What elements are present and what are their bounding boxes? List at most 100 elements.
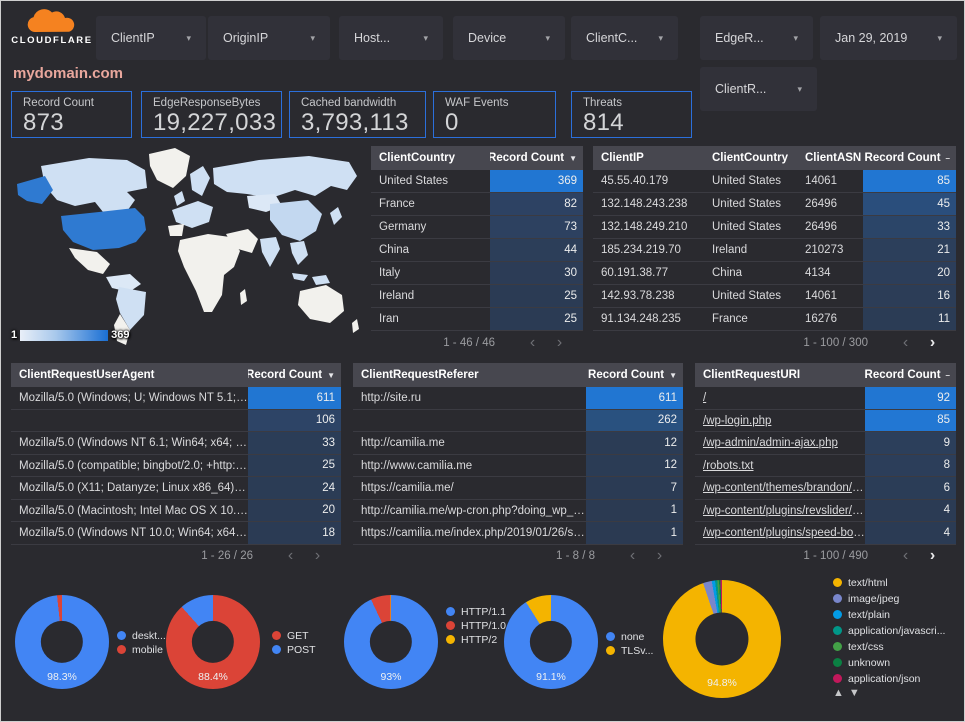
filter-clientrequest[interactable]: ClientR... ▾ bbox=[700, 67, 817, 111]
chevron-down-icon: ▾ bbox=[797, 83, 802, 94]
table-row: Italy 30 bbox=[371, 262, 583, 285]
page-next-icon[interactable]: › bbox=[929, 333, 936, 351]
filter-clientcountry[interactable]: ClientC... ▾ bbox=[571, 16, 678, 60]
table-row: https://camilia.me/index.php/2019/01/26/… bbox=[353, 522, 683, 545]
donut-hole bbox=[191, 620, 235, 664]
scorecard-value: 814 bbox=[583, 109, 624, 136]
table-cell: /robots.txt bbox=[695, 455, 865, 477]
pagination-range: 1 - 46 / 46 bbox=[443, 336, 495, 349]
pagination-range: 1 - 26 / 26 bbox=[201, 550, 253, 562]
table-cell: United States bbox=[379, 175, 449, 187]
page-prev-icon[interactable]: ‹ bbox=[287, 547, 294, 564]
page-prev-icon[interactable]: ‹ bbox=[529, 333, 536, 351]
record-count-bar-cell: 44 bbox=[490, 239, 583, 261]
record-count-bar-cell: 25 bbox=[490, 285, 583, 307]
client-country-table: ClientCountry Record Count ▼ United States 3… bbox=[371, 146, 583, 354]
sort-indicator-icon: – bbox=[945, 153, 950, 163]
column-header[interactable]: ClientRequestUserAgent bbox=[19, 369, 155, 381]
table-cell: Germany bbox=[379, 221, 427, 233]
filter-clientip[interactable]: ClientIP ▾ bbox=[96, 16, 206, 60]
legend-item: application/json bbox=[833, 673, 959, 685]
table-cell-link[interactable]: /wp-content/plugins/revslider/rs-p... bbox=[703, 504, 865, 517]
legend-label: text/css bbox=[848, 641, 884, 653]
table-cell-link[interactable]: /wp-content/plugins/speed-booste... bbox=[703, 527, 865, 539]
record-count-bar-cell: 16 bbox=[863, 285, 956, 307]
column-header[interactable]: ClientIP bbox=[601, 152, 644, 164]
filter-edgeresponse[interactable]: EdgeR... ▾ bbox=[700, 16, 813, 60]
table-cell: http://www.camilia.me bbox=[361, 459, 473, 472]
legend-dot-icon bbox=[833, 594, 842, 603]
chevron-down-icon: ▾ bbox=[793, 32, 798, 43]
table-cell: / bbox=[695, 387, 865, 409]
column-header[interactable]: ClientRequestURI bbox=[703, 369, 801, 381]
table-cell: 14061 bbox=[805, 290, 837, 302]
column-header-sort[interactable]: Record Count ▼ bbox=[248, 369, 341, 381]
column-header[interactable]: ClientASN bbox=[805, 152, 862, 164]
page-prev-icon[interactable]: ‹ bbox=[629, 547, 636, 564]
table-pagination: 1 - 8 / 8 ‹ › bbox=[353, 545, 683, 568]
table-cell: Mozilla/5.0 (Windows; U; Windows NT 5.1;… bbox=[19, 392, 248, 404]
page-prev-icon[interactable]: ‹ bbox=[902, 333, 909, 351]
donut-percent-label: 93% bbox=[380, 671, 402, 683]
column-header-sort[interactable]: Record Count ▼ bbox=[586, 369, 683, 381]
record-count-bar-cell: 92 bbox=[865, 387, 956, 409]
device-type-donut-legend: deskt... mobile bbox=[117, 630, 166, 658]
page-next-icon[interactable]: › bbox=[556, 333, 563, 351]
column-header[interactable]: ClientCountry bbox=[379, 152, 456, 164]
table-pagination: 1 - 46 / 46 ‹ › bbox=[371, 331, 583, 354]
table-row: Mozilla/5.0 (Windows NT 6.1; Win64; x64;… bbox=[11, 432, 341, 455]
legend-label: application/javascri... bbox=[848, 625, 946, 637]
table-row: http://camilia.me/wp-cron.php?doing_wp_c… bbox=[353, 499, 683, 522]
filter-originip[interactable]: OriginIP ▾ bbox=[208, 16, 330, 60]
filter-host[interactable]: Host... ▾ bbox=[339, 16, 443, 60]
table-cell-link[interactable]: /wp-content/themes/brandon/plu... bbox=[703, 482, 865, 494]
table-cell: 45.55.40.179 bbox=[601, 175, 669, 187]
legend-scroll-down-icon[interactable]: ▼ bbox=[848, 687, 860, 699]
record-count-bar-cell: 4 bbox=[865, 499, 956, 521]
legend-dot-icon bbox=[606, 646, 615, 655]
content-type-donut-legend: text/html image/jpeg text/plain application… bbox=[833, 577, 959, 689]
cloudflare-brand-text: CLOUDFLARE bbox=[11, 35, 93, 46]
pagination-range: 1 - 100 / 490 bbox=[803, 550, 868, 562]
page-next-icon[interactable]: › bbox=[656, 547, 663, 564]
table-header: ClientCountry Record Count ▼ bbox=[371, 146, 583, 170]
column-header-sort[interactable]: Record Count ▼ bbox=[490, 152, 583, 164]
table-row: Germany 73 bbox=[371, 216, 583, 239]
filter-device[interactable]: Device ▾ bbox=[453, 16, 565, 60]
table-pagination: 1 - 100 / 300 ‹ › bbox=[593, 331, 956, 354]
table-row: France 82 bbox=[371, 193, 583, 216]
legend-scroll-up-icon[interactable]: ▲ bbox=[833, 687, 844, 699]
client-request-uri-table: ClientRequestURI Record Count – / 92/wp-logi… bbox=[695, 363, 956, 568]
table-row: Mozilla/5.0 (Macintosh; Intel Mac OS X 1… bbox=[11, 499, 341, 522]
table-cell: http://camilia.me bbox=[361, 437, 445, 449]
record-count-bar-cell: 45 bbox=[863, 193, 956, 215]
page-prev-icon[interactable]: ‹ bbox=[902, 547, 909, 564]
page-next-icon[interactable]: › bbox=[929, 547, 936, 564]
page-title: mydomain.com bbox=[13, 65, 124, 82]
legend-item: image/jpeg bbox=[833, 593, 959, 605]
legend-label: HTTP/1.1 bbox=[461, 606, 506, 618]
table-cell-link[interactable]: /wp-login.php bbox=[703, 414, 772, 427]
legend-dot-icon bbox=[446, 607, 455, 616]
table-header: ClientIP ClientCountry ClientASN Record Cou… bbox=[593, 146, 956, 170]
legend-item: text/html bbox=[833, 577, 959, 589]
table-row: China 44 bbox=[371, 239, 583, 262]
table-cell-link[interactable]: /robots.txt bbox=[703, 459, 754, 472]
column-header[interactable]: ClientCountry bbox=[712, 152, 789, 164]
table-row: Mozilla/5.0 (Windows NT 10.0; Win64; x64… bbox=[11, 522, 341, 545]
column-header-sort[interactable]: Record Count – bbox=[865, 369, 956, 381]
filter-date-range[interactable]: Jan 29, 2019 ▾ bbox=[820, 16, 957, 60]
scorecard-label: EdgeResponseBytes bbox=[153, 97, 261, 109]
table-cell-link[interactable]: / bbox=[703, 392, 707, 404]
table-cell: United States bbox=[712, 290, 782, 302]
table-cell-link[interactable]: /wp-admin/admin-ajax.php bbox=[703, 437, 838, 449]
column-header[interactable]: ClientRequestReferer bbox=[361, 369, 479, 381]
column-header-sort[interactable]: Record Count – bbox=[863, 152, 956, 164]
page-next-icon[interactable]: › bbox=[314, 547, 321, 564]
sort-indicator-icon: ▼ bbox=[327, 370, 335, 380]
table-row: /wp-content/plugins/revslider/rs-p... 4 bbox=[695, 499, 956, 522]
table-row: 185.234.219.70 Ireland 210273 21 bbox=[593, 239, 956, 262]
table-row: 142.93.78.238 United States 14061 16 bbox=[593, 285, 956, 308]
legend-label: text/html bbox=[848, 577, 888, 589]
legend-dot-icon bbox=[833, 626, 842, 635]
